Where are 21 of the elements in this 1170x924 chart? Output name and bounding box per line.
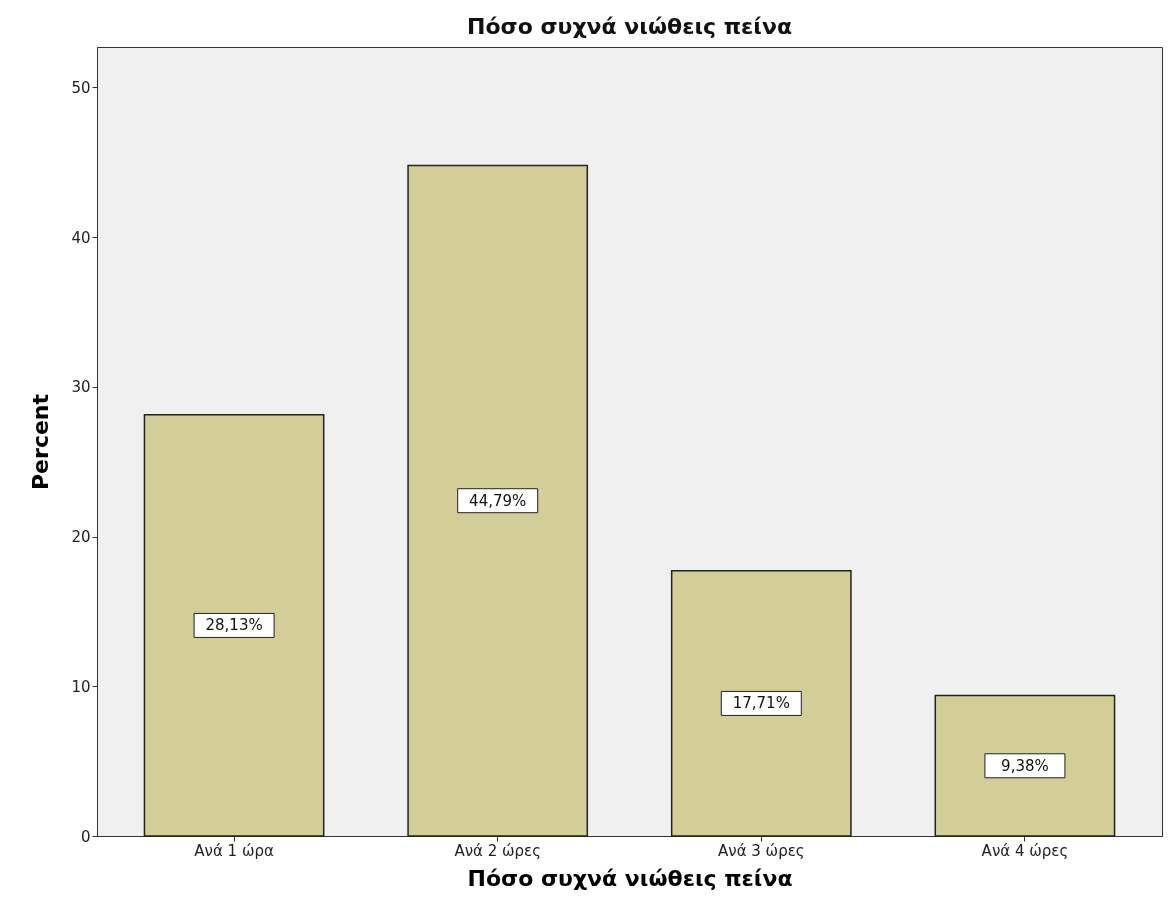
data-label: 28,13% bbox=[205, 616, 263, 635]
x-axis-title: Πόσο συχνά νιώθεις πείνα bbox=[467, 865, 793, 891]
x-tick-label: Ανά 4 ώρες bbox=[981, 841, 1069, 860]
bar bbox=[143, 414, 325, 837]
x-tick-label: Ανά 2 ώρες bbox=[454, 841, 541, 860]
y-tick-label: 50 bbox=[71, 78, 91, 97]
bar bbox=[934, 694, 1116, 837]
bar bbox=[670, 570, 852, 837]
y-tick-label: 30 bbox=[71, 378, 91, 397]
chart-title: Πόσο συχνά νιώθεις πείνα bbox=[466, 14, 793, 39]
y-tick-label: 40 bbox=[71, 228, 91, 247]
y-tick-label: 20 bbox=[71, 528, 91, 547]
y-tick-label: 10 bbox=[71, 677, 91, 696]
x-tick-label: Ανά 1 ώρα bbox=[194, 841, 274, 860]
data-label: 17,71% bbox=[732, 694, 790, 713]
y-tick-label: 0 bbox=[80, 827, 91, 846]
data-label: 9,38% bbox=[1001, 756, 1049, 775]
bar bbox=[407, 164, 589, 837]
y-axis-title: Percent bbox=[28, 393, 54, 491]
data-label: 44,79% bbox=[469, 491, 527, 510]
x-tick-label: Ανά 3 ώρες bbox=[718, 841, 805, 860]
